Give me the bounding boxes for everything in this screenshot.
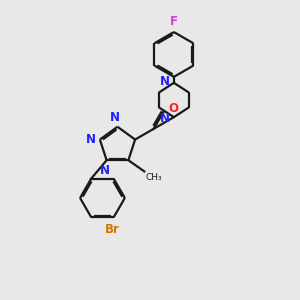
Text: CH₃: CH₃ [146, 173, 162, 182]
Text: N: N [159, 112, 170, 125]
Text: O: O [168, 102, 178, 115]
Text: N: N [86, 133, 96, 146]
Text: N: N [110, 111, 119, 124]
Text: N: N [159, 75, 170, 88]
Text: Br: Br [105, 223, 120, 236]
Text: N: N [100, 164, 110, 177]
Text: F: F [170, 15, 178, 28]
